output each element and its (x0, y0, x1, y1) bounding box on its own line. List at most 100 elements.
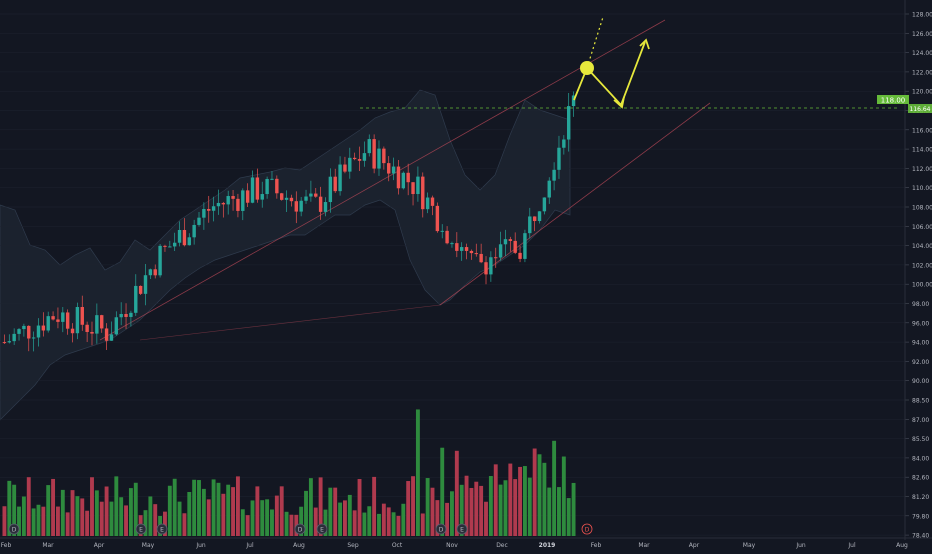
event-marker-circle (456, 523, 468, 535)
price-axis[interactable]: 128.00126.00124.00122.00120.00118.00116.… (904, 0, 932, 540)
volume-bar (406, 481, 411, 536)
event-marker[interactable]: D (435, 523, 447, 535)
candle-body (119, 314, 123, 318)
event-marker-circle (294, 523, 306, 535)
candle-body (518, 252, 522, 259)
time-tick-label: Jun (195, 542, 206, 549)
candle-body (7, 341, 11, 343)
event-marker-circle (8, 523, 20, 535)
price-tick-label: 114.00 (912, 147, 932, 154)
projection-pivot-dot[interactable] (580, 61, 594, 75)
volume-bar (561, 456, 566, 536)
volume-bar (464, 475, 469, 536)
bollinger-band-fill (0, 89, 571, 421)
event-marker[interactable]: E (316, 523, 328, 535)
candle-body (187, 237, 191, 246)
candle-body (450, 243, 454, 245)
bollinger-band (0, 89, 571, 421)
price-tick-label: 120.00 (912, 89, 932, 96)
volume-bar (430, 487, 435, 536)
candle-body (31, 337, 36, 339)
candle-body (508, 239, 513, 241)
volume-bar (518, 466, 523, 536)
candle-body (489, 257, 493, 275)
price-tick-label: 79.80 (912, 513, 929, 520)
candle-body (430, 197, 435, 206)
event-marker-label: D (12, 527, 17, 534)
candle-body (377, 148, 381, 169)
candle-body (382, 148, 386, 164)
candle-body (221, 202, 226, 205)
price-tick-label: 128.00 (912, 12, 932, 19)
volume-bar (527, 477, 532, 536)
event-marker-label: D (439, 527, 444, 534)
event-marker-label: D (298, 527, 303, 534)
candle-body (124, 314, 128, 317)
last-value-label: 116.64 (908, 104, 932, 113)
candle-body (435, 205, 440, 232)
volume-bar (493, 464, 498, 536)
candle-body (474, 253, 478, 255)
time-tick-label: Sep (347, 542, 359, 549)
volume-bar (274, 495, 279, 536)
candle-body (172, 242, 177, 247)
volume-bar (31, 508, 36, 536)
time-tick-label: Dec (496, 542, 508, 549)
price-tick-label: 94.00 (912, 340, 929, 347)
time-axis[interactable]: Feb Mar Apr May Jun Jul Aug Sep Oct Nov Dec 2019 Feb… (0, 537, 932, 549)
volume-bar (250, 500, 255, 536)
volume-bar (60, 489, 65, 536)
candle-body (406, 172, 410, 183)
volume-bar (289, 514, 294, 536)
candle-body (314, 193, 318, 197)
volume-bar (571, 482, 576, 536)
volume-bar (333, 487, 338, 536)
time-tick-label: Nov (446, 542, 458, 549)
arrow-head-up (639, 38, 650, 50)
volume-bar (2, 506, 7, 536)
candle-body (523, 233, 527, 259)
candle-body (163, 245, 167, 247)
time-tick-label: Apr (689, 542, 700, 549)
candle-body (265, 178, 269, 195)
volume-bar (454, 450, 459, 536)
candle-body (299, 200, 303, 212)
volume-bar (51, 478, 56, 536)
candle-body (289, 197, 294, 202)
candle-body (425, 197, 430, 210)
volume-bar (352, 510, 357, 536)
candle-body (532, 216, 537, 222)
volume-bar (114, 476, 119, 536)
time-tick-label: Oct (392, 542, 403, 549)
volume-bar (396, 515, 401, 536)
candle-body (455, 243, 459, 251)
event-marker[interactable]: E (156, 523, 168, 535)
event-marker[interactable]: E (135, 523, 147, 535)
event-marker[interactable]: D (581, 523, 593, 535)
time-tick-label: May (142, 542, 155, 549)
candle-body (401, 172, 406, 189)
volume-bar (153, 504, 158, 536)
candle-body (387, 163, 391, 174)
event-marker[interactable]: D (294, 523, 306, 535)
volume-bar (503, 480, 508, 536)
candle-body (459, 247, 464, 251)
volume-bar (167, 485, 172, 536)
candle-body (528, 216, 532, 234)
volume-bar (85, 510, 90, 536)
volume-bar (484, 501, 488, 536)
candle-body (294, 201, 298, 212)
event-marker[interactable]: E (456, 523, 468, 535)
volume-bar (187, 491, 192, 536)
event-marker[interactable]: D (8, 523, 20, 535)
volume-bar (367, 506, 372, 536)
candle-body (95, 315, 99, 334)
volume-bar (459, 484, 464, 536)
volume-bar (415, 409, 420, 536)
volume-bar (70, 490, 75, 536)
candle-body (65, 312, 70, 329)
candle-body (143, 275, 148, 294)
channel-upper-line (99, 19, 666, 341)
